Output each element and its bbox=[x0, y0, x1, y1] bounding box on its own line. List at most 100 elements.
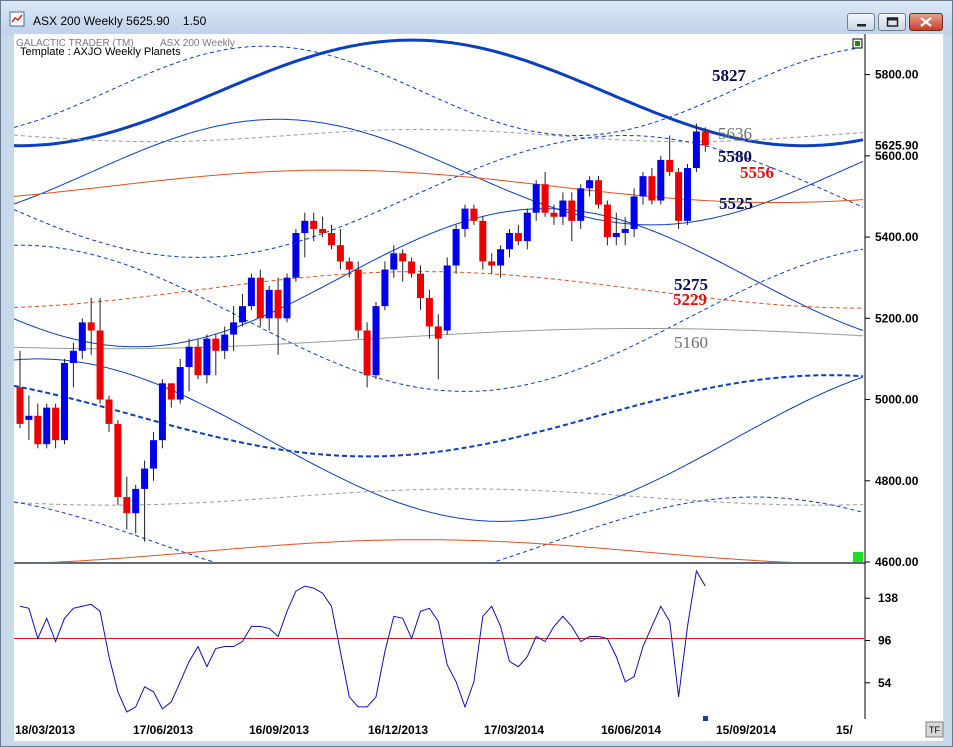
candle-body bbox=[523, 212, 531, 242]
candle-body bbox=[310, 220, 318, 229]
level-label: 5229 bbox=[673, 290, 707, 309]
minimize-icon bbox=[857, 24, 866, 27]
planet-line-14 bbox=[46, 539, 795, 562]
oscillator-tick-label: 96 bbox=[878, 633, 892, 647]
candle-body bbox=[256, 277, 264, 319]
candle-body bbox=[274, 289, 282, 319]
date-axis: 18/03/2013 17/06/2013 16/09/2013 16/12/2013… bbox=[15, 723, 853, 737]
window-title-text: ASX 200 Weekly 5625.90 bbox=[33, 14, 170, 28]
date-tick-label: 17/03/2014 bbox=[484, 723, 544, 737]
candle-body bbox=[114, 423, 122, 498]
price-axis-area bbox=[865, 34, 943, 719]
candle-body bbox=[96, 330, 104, 400]
date-tick-label: 16/06/2014 bbox=[601, 723, 661, 737]
tf-badge-label: TF bbox=[929, 725, 940, 735]
planet-line-2 bbox=[14, 128, 864, 143]
candle-body bbox=[212, 338, 220, 351]
candle-body bbox=[34, 415, 42, 445]
close-button[interactable] bbox=[909, 13, 943, 31]
level-label: 5556 bbox=[740, 163, 774, 182]
candle-body bbox=[265, 289, 273, 319]
software-label: GALACTIC TRADER (TM) bbox=[16, 38, 134, 49]
candle-body bbox=[648, 176, 656, 201]
maximize-button[interactable] bbox=[878, 13, 906, 31]
candle-body bbox=[399, 253, 407, 262]
planet-line-13 bbox=[14, 496, 864, 562]
candle-body bbox=[176, 367, 184, 400]
level-label: 5275 bbox=[674, 275, 708, 294]
price-tick-label: 5400.00 bbox=[875, 230, 919, 244]
candle-body bbox=[666, 159, 674, 173]
candle-body bbox=[541, 184, 549, 213]
planet-line-4 bbox=[14, 169, 864, 204]
candle-body bbox=[506, 233, 513, 250]
candle-body bbox=[292, 233, 300, 278]
candle-body bbox=[497, 249, 505, 266]
price-panel bbox=[14, 34, 865, 562]
candle-body bbox=[470, 208, 478, 221]
candle-body bbox=[61, 362, 68, 441]
candle-body bbox=[328, 233, 335, 246]
date-tick-label: 15/ bbox=[836, 723, 853, 737]
planet-line-6 bbox=[14, 208, 864, 348]
close-icon bbox=[920, 17, 932, 27]
candle-body bbox=[43, 407, 51, 445]
candle-body bbox=[52, 407, 60, 441]
panel-toggle-bottom[interactable] bbox=[853, 552, 863, 562]
template-label: Template : AXJO Weekly Planets bbox=[20, 46, 181, 58]
date-tick-label: 16/09/2013 bbox=[249, 723, 309, 737]
candle-body bbox=[425, 298, 433, 327]
candle-body bbox=[595, 180, 602, 205]
candle-body bbox=[25, 415, 33, 420]
window-title-extra: 1.50 bbox=[182, 14, 207, 28]
minimize-button[interactable] bbox=[847, 13, 875, 31]
candle-body bbox=[158, 383, 166, 441]
planet-line-7 bbox=[14, 271, 864, 309]
candle-body bbox=[16, 387, 24, 424]
candle-body bbox=[230, 322, 238, 335]
oscillator-panel bbox=[14, 564, 865, 719]
planet-line-11 bbox=[14, 358, 864, 522]
candle-body bbox=[105, 399, 113, 424]
candle-body bbox=[408, 261, 416, 274]
price-tick-label: 5800.00 bbox=[875, 68, 919, 82]
candle-body bbox=[372, 306, 380, 376]
candle-body bbox=[461, 208, 469, 229]
planet-lines bbox=[14, 38, 864, 562]
candle-body bbox=[301, 220, 309, 234]
candle-body bbox=[568, 200, 576, 221]
planet-line-0 bbox=[14, 38, 864, 148]
candle-body bbox=[532, 184, 540, 213]
candle-body bbox=[132, 488, 140, 514]
level-label: 5160 bbox=[674, 333, 708, 352]
level-label: 5580 bbox=[718, 147, 752, 166]
oscillator-tick-label: 138 bbox=[878, 591, 898, 605]
candle-body bbox=[203, 338, 211, 376]
candle-body bbox=[603, 204, 611, 238]
planet-line-1 bbox=[14, 45, 864, 136]
candle-body bbox=[692, 131, 700, 169]
candle-body bbox=[87, 322, 95, 331]
candle-body bbox=[559, 200, 567, 217]
candle-body bbox=[247, 277, 255, 307]
date-axis-area bbox=[14, 719, 943, 741]
candle-body bbox=[239, 306, 246, 323]
price-tick-label: 4800.00 bbox=[875, 474, 919, 488]
candle-body bbox=[283, 277, 291, 319]
level-label: 5525 bbox=[719, 194, 753, 213]
tf-badge[interactable] bbox=[925, 721, 944, 738]
candle-body bbox=[363, 330, 371, 376]
scroll-marker[interactable] bbox=[703, 716, 708, 721]
level-label: 5636 bbox=[718, 124, 752, 143]
chart-name-label: ASX 200 Weekly bbox=[160, 38, 235, 49]
candle-body bbox=[434, 326, 442, 339]
candle-body bbox=[550, 212, 558, 217]
window-title: ASX 200 Weekly 5625.90 1.50 bbox=[33, 14, 206, 28]
candle-body bbox=[123, 497, 131, 514]
oscillator-line bbox=[19, 569, 706, 713]
candle-body bbox=[479, 220, 487, 262]
candle-body bbox=[336, 245, 344, 262]
oscillator: 138 96 54 bbox=[14, 569, 898, 713]
title-bar[interactable]: ASX 200 Weekly 5625.90 1.50 bbox=[1, 1, 952, 35]
